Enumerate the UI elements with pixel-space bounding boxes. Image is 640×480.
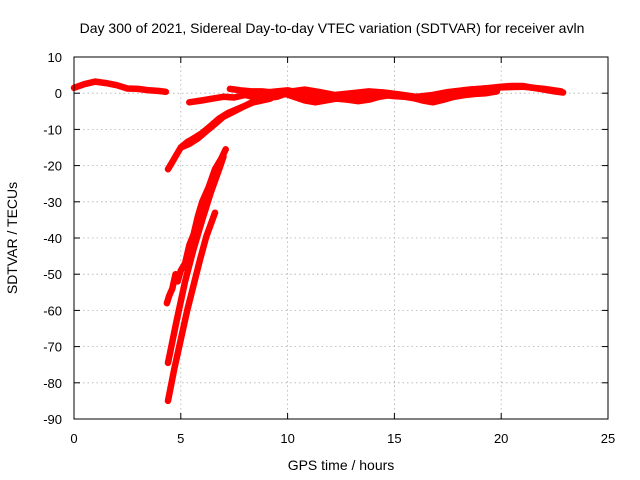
series-line-main-band-c xyxy=(241,83,565,102)
y-tick-label: -20 xyxy=(43,159,62,174)
x-tick-label: 10 xyxy=(280,431,294,446)
y-tick-label: -10 xyxy=(43,122,62,137)
series-line-main-band-b xyxy=(226,85,501,106)
series-line-steep-3 xyxy=(164,209,219,405)
y-tick-label: -80 xyxy=(43,376,62,391)
y-axis-label: SDTVAR / TECUs xyxy=(4,182,20,294)
y-tick-label: -30 xyxy=(43,195,62,210)
plot-frame xyxy=(73,56,609,420)
y-tick-label: -70 xyxy=(43,340,62,355)
x-tick-label: 15 xyxy=(387,431,401,446)
y-tick-label: 10 xyxy=(48,50,62,65)
x-tick-label: 5 xyxy=(177,431,184,446)
x-tick-label: 25 xyxy=(601,431,615,446)
y-tick-label: -60 xyxy=(43,303,62,318)
y-tick-label: -90 xyxy=(43,412,62,427)
series-line-steep-1 xyxy=(163,146,229,307)
y-tick-label: -40 xyxy=(43,231,62,246)
chart-title: Day 300 of 2021, Sidereal Day-to-day VTE… xyxy=(80,20,585,36)
y-tick-label: -50 xyxy=(43,267,62,282)
x-axis-label: GPS time / hours xyxy=(288,457,395,473)
series-line-early-pass xyxy=(70,78,170,96)
x-tick-label: 0 xyxy=(70,431,77,446)
series-line-rising-arc-2 xyxy=(177,97,259,151)
y-tick-labels: 10 0 -10 -20 -30 -40 -50 -60 -70 -80 -90 xyxy=(43,50,62,427)
y-tick-label: 0 xyxy=(55,86,62,101)
series-line-steep-2 xyxy=(164,153,227,367)
data-series-group xyxy=(70,78,567,405)
grid-lines xyxy=(74,57,608,419)
x-tick-labels: 0 5 10 15 20 25 xyxy=(70,431,615,446)
x-tick-label: 20 xyxy=(494,431,508,446)
